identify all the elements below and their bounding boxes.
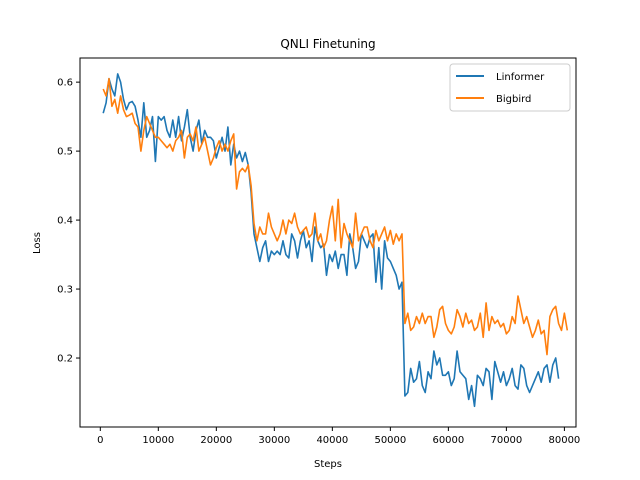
y-tick-label: 0.2 — [57, 354, 73, 365]
x-axis: 0 10000 20000 30000 40000 50000 60000 70000 8000… — [97, 427, 580, 446]
series-line-bigbird — [102, 77, 569, 356]
x-tick-label: 40000 — [316, 435, 348, 446]
x-tick-label: 60000 — [432, 435, 464, 446]
y-tick-label: 0.5 — [57, 147, 73, 158]
plot-area — [79, 57, 577, 428]
y-tick-label: 0.3 — [57, 285, 73, 296]
legend: Linformer Bigbird — [449, 63, 571, 112]
legend-label-linformer: Linformer — [496, 72, 545, 83]
y-tick-label: 0.4 — [57, 216, 73, 227]
y-axis: 0.2 0.3 0.4 0.5 0.6 — [57, 78, 80, 365]
x-tick-label: 30000 — [258, 435, 290, 446]
x-tick-label: 50000 — [374, 435, 406, 446]
x-tick-label: 80000 — [548, 435, 580, 446]
plot-frame — [79, 57, 577, 428]
chart-title: QNLI Finetuning — [280, 37, 375, 51]
x-tick-label: 10000 — [142, 435, 174, 446]
x-tick-label: 70000 — [490, 435, 522, 446]
legend-label-bigbird: Bigbird — [496, 94, 531, 105]
x-axis-label: Steps — [314, 459, 342, 470]
series-layer — [102, 73, 569, 408]
y-tick-label: 0.6 — [57, 78, 73, 89]
x-tick-label: 20000 — [200, 435, 232, 446]
y-axis-label: Loss — [32, 232, 43, 254]
series-line-linformer — [102, 73, 560, 408]
x-tick-label: 0 — [97, 435, 103, 446]
